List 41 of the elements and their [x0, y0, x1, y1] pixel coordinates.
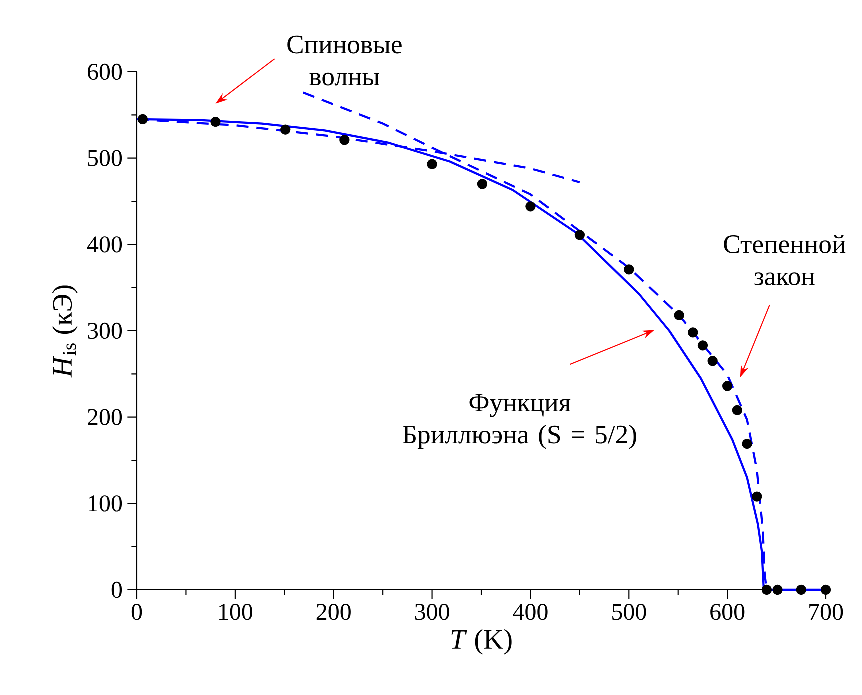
- point: [624, 264, 634, 275]
- point: [674, 310, 684, 321]
- point: [526, 202, 536, 212]
- x-tick-label: 400: [513, 604, 548, 620]
- y-tick-label: 200: [88, 409, 122, 426]
- y-tick-label: 500: [88, 150, 122, 166]
- point: [708, 356, 718, 366]
- point: [820, 584, 832, 596]
- point: [752, 492, 762, 502]
- point: [210, 117, 221, 128]
- annotation: Функция Бриллюэна (S = 5/2): [402, 394, 636, 450]
- x-tick-label: 200: [316, 604, 351, 620]
- point: [772, 584, 783, 596]
- x-tick-label: 700: [810, 604, 844, 620]
- point: [574, 230, 586, 240]
- point: [688, 328, 698, 338]
- point: [698, 340, 708, 351]
- y-axis-title: H$_{is}$ (кЭ): [52, 286, 78, 378]
- point: [742, 439, 752, 450]
- y-tick-label: 0: [112, 582, 122, 598]
- point: [722, 381, 733, 392]
- point: [732, 405, 742, 416]
- x-axis-title: T (K): [452, 629, 512, 655]
- y-tick-label: 300: [88, 322, 122, 340]
- point: [796, 584, 806, 596]
- y-tick-label: 100: [89, 496, 122, 512]
- point: [477, 179, 488, 190]
- point: [280, 124, 291, 135]
- x-tick-label: 0: [132, 604, 142, 620]
- point: [427, 159, 438, 170]
- point: [762, 584, 772, 596]
- x-tick-label: 300: [415, 604, 450, 620]
- point: [340, 135, 350, 146]
- annotation: Степенной закон: [724, 234, 846, 286]
- y-tick-label: 600: [88, 64, 122, 80]
- point: [138, 114, 148, 125]
- x-tick-label: 500: [612, 604, 646, 620]
- x-tick-label: 600: [710, 604, 745, 620]
- y-tick-label: 400: [87, 236, 122, 253]
- x-tick-label: 100: [220, 604, 253, 620]
- annotation: Спиновые волны: [288, 36, 402, 86]
